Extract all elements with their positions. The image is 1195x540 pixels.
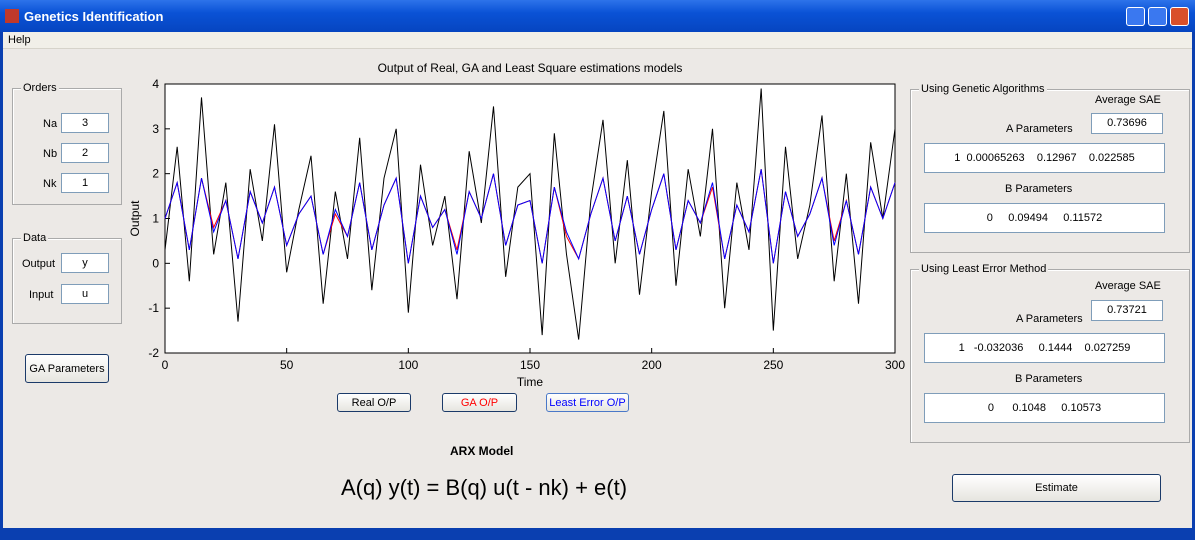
panel-title: Using Least Error Method	[919, 263, 1049, 275]
panel-title: Orders	[21, 82, 59, 94]
menu-item[interactable]: Help	[8, 34, 31, 46]
genetic-panel: Using Genetic Algorithms Average SAE A P…	[910, 83, 1190, 253]
y-tick-label: 4	[152, 77, 159, 91]
y-tick-label: -1	[148, 301, 159, 315]
chart: Output of Real, GA and Least Square esti…	[128, 61, 905, 389]
y-tick-label: -2	[148, 346, 159, 360]
series-toggle-button[interactable]: GA O/P	[442, 393, 517, 412]
ga-parameters-button[interactable]: GA Parameters	[25, 354, 109, 383]
minimize-button[interactable]	[1126, 7, 1145, 26]
text-field[interactable]: 0 0.1048 0.10573	[924, 393, 1165, 423]
x-tick-label: 150	[520, 358, 540, 372]
series-line	[164, 88, 896, 340]
series-toggle-button[interactable]: Least Error O/P	[546, 393, 629, 412]
field-label: Input	[29, 289, 54, 301]
text-field[interactable]: 1	[61, 173, 109, 193]
field-label: Nk	[43, 178, 57, 190]
series-toggle-button[interactable]: Real O/P	[337, 393, 411, 412]
text-field[interactable]: u	[61, 284, 109, 304]
x-tick-label: 250	[763, 358, 783, 372]
window-title: Genetics Identification	[24, 9, 164, 24]
x-tick-label: 200	[642, 358, 662, 372]
x-tick-label: 0	[162, 358, 169, 372]
close-button[interactable]	[1170, 7, 1189, 26]
x-tick-label: 300	[885, 358, 905, 372]
field-label: A Parameters	[1016, 313, 1083, 325]
x-axis-label: Time	[517, 375, 544, 389]
field-label: B Parameters	[1015, 373, 1083, 385]
text-field[interactable]: 0.73721	[1091, 300, 1163, 321]
text-field[interactable]: y	[61, 253, 109, 273]
series-line	[164, 169, 896, 264]
maximize-button[interactable]	[1148, 7, 1167, 26]
menu-bar: Help	[3, 32, 1192, 49]
y-tick-label: 0	[152, 256, 159, 270]
field-label: Average SAE	[1095, 94, 1161, 106]
field-label: A Parameters	[1006, 123, 1073, 135]
field-label: Nb	[43, 148, 58, 160]
y-tick-label: 3	[152, 122, 159, 136]
x-tick-label: 100	[398, 358, 418, 372]
panel-title: Using Genetic Algorithms	[919, 83, 1047, 95]
field-label: Output	[22, 258, 56, 270]
text-field[interactable]: 0 0.09494 0.11572	[924, 203, 1165, 233]
chart-title: Output of Real, GA and Least Square esti…	[378, 61, 683, 75]
app-icon	[5, 9, 19, 23]
least-error-panel: Using Least Error Method Average SAE 0.7…	[910, 263, 1190, 443]
data-panel: Data Output y Input u	[12, 232, 122, 324]
text-field[interactable]: 2	[61, 143, 109, 163]
x-tick-label: 50	[280, 358, 294, 372]
text-field[interactable]: 1 -0.032036 0.1444 0.027259	[924, 333, 1165, 363]
text-field[interactable]: 0.73696	[1091, 113, 1163, 134]
title-bar: Genetics Identification	[0, 0, 1195, 32]
estimate-button[interactable]: Estimate	[952, 474, 1161, 502]
plot-area	[164, 83, 896, 354]
y-tick-label: 1	[152, 212, 159, 226]
y-axis-label: Output	[128, 200, 142, 237]
text-field[interactable]: 1 0.00065263 0.12967 0.022585	[924, 143, 1165, 173]
client-area: Help Orders Na 3 Nb 2 Nk 1 Data Output y…	[3, 32, 1192, 528]
y-tick-label: 2	[152, 167, 159, 181]
panel-title: Data	[21, 232, 49, 244]
text-field[interactable]: 3	[61, 113, 109, 133]
model-equation: A(q) y(t) = B(q) u(t - nk) + e(t)	[341, 475, 628, 500]
model-title: ARX Model	[450, 444, 514, 458]
field-label: Na	[43, 118, 58, 130]
orders-panel: Orders Na 3 Nb 2 Nk 1	[12, 82, 122, 205]
field-label: Average SAE	[1095, 280, 1161, 292]
field-label: B Parameters	[1005, 183, 1073, 195]
